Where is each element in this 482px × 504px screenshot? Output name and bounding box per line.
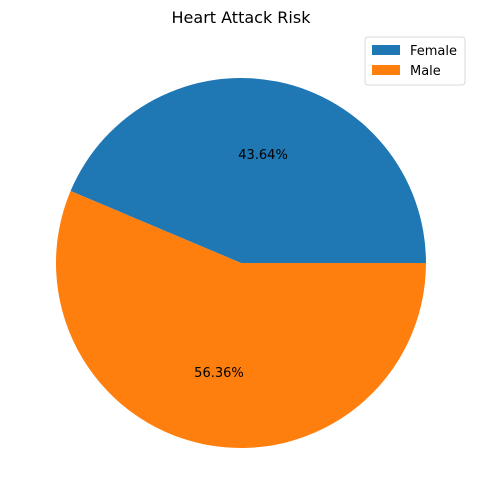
pie-slices xyxy=(56,77,426,448)
legend-label-male: Male xyxy=(410,64,441,79)
pie-label-male: 56.36% xyxy=(194,366,244,381)
pie-slice-female xyxy=(70,77,426,263)
pie-slice-male xyxy=(56,191,426,448)
pie-labels: 43.64% 56.36% xyxy=(194,148,288,381)
legend-label-female: Female xyxy=(410,44,457,59)
legend-swatch-female xyxy=(372,45,400,55)
pie-label-female: 43.64% xyxy=(238,148,288,163)
chart-title: Heart Attack Risk xyxy=(172,8,312,27)
legend-swatch-male xyxy=(372,65,400,75)
chart-legend: Female Male xyxy=(364,36,466,86)
